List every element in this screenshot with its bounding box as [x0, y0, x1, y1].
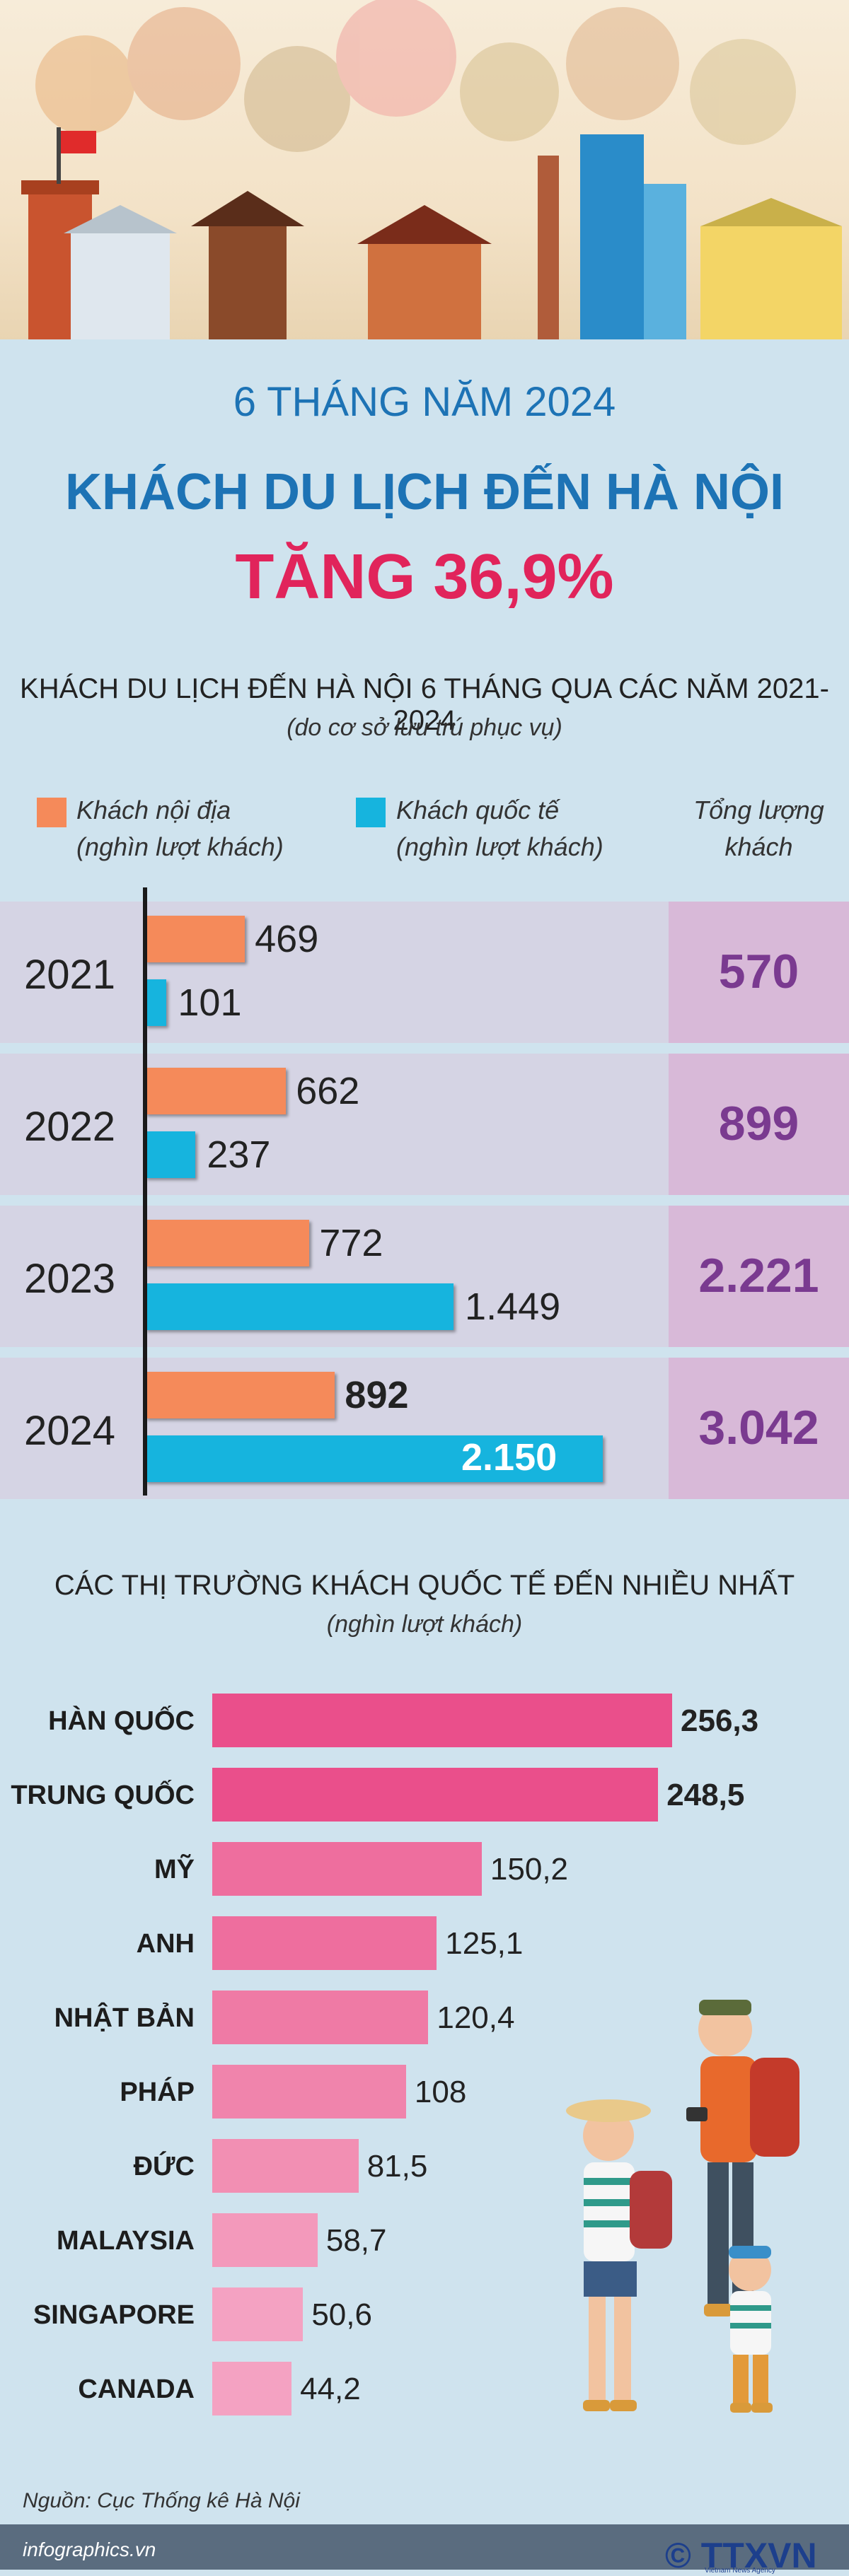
source-note: Nguồn: Cục Thống kê Hà Nội	[23, 2489, 300, 2512]
chart1-axis	[143, 887, 147, 1496]
ttxvn-logo-sub: Vietnam News Agency	[705, 2567, 775, 2575]
market-value-label: 120,4	[437, 2000, 515, 2035]
market-bar	[212, 1991, 429, 2044]
legend-domestic-label: Khách nội địa	[76, 795, 231, 824]
legend-domestic: Khách nội địa (nghìn lượt khách)	[76, 792, 284, 866]
chart1-subtitle: (do cơ sở lưu trú phục vụ)	[287, 714, 562, 741]
market-bar	[212, 1694, 672, 1747]
market-label: CANADA	[78, 2374, 195, 2404]
domestic-value-label: 469	[255, 918, 319, 960]
legend-domestic-swatch	[37, 798, 67, 827]
international-bar	[145, 979, 167, 1026]
market-value-label: 256,3	[681, 1703, 759, 1738]
market-value-label: 150,2	[490, 1852, 569, 1887]
international-value-label: 2.150	[461, 1436, 558, 1479]
year-label: 2024	[24, 1408, 116, 1454]
market-label: SINGAPORE	[33, 2300, 195, 2330]
total-value: 570	[718, 945, 799, 998]
hanoi-landmarks-illustration	[0, 0, 849, 354]
period-title: 6 THÁNG NĂM 2024	[233, 379, 616, 425]
tourist-family-illustration	[566, 2000, 799, 2413]
site-link[interactable]: infographics.vn	[23, 2539, 156, 2560]
market-bar	[212, 1842, 482, 1896]
market-value-label: 58,7	[325, 2223, 387, 2258]
market-label: MALAYSIA	[57, 2226, 195, 2256]
domestic-bar	[145, 916, 246, 962]
legend-total: Tổng lượng khách	[669, 792, 849, 866]
growth-headline: TĂNG 36,9%	[235, 542, 614, 612]
market-label: ANH	[136, 1929, 195, 1959]
chart2-title: CÁC THỊ TRƯỜNG KHÁCH QUỐC TẾ ĐẾN NHIỀU N…	[54, 1570, 795, 1601]
year-label: 2021	[24, 952, 116, 998]
market-bar	[212, 1768, 659, 1822]
headline: KHÁCH DU LỊCH ĐẾN HÀ NỘI	[65, 464, 784, 520]
legend-international-swatch	[356, 798, 386, 827]
market-label: HÀN QUỐC	[48, 1706, 195, 1736]
legend-total-line2: khách	[724, 832, 793, 861]
market-value-label: 44,2	[300, 2372, 361, 2406]
market-value-label: 125,1	[445, 1926, 524, 1961]
chart2-subtitle: (nghìn lượt khách)	[326, 1611, 523, 1638]
market-label: PHÁP	[120, 2077, 195, 2107]
total-cell-bg	[669, 902, 849, 1043]
market-label: TRUNG QUỐC	[11, 1781, 195, 1810]
market-value-label: 108	[414, 2075, 467, 2109]
header-illustration	[0, 0, 849, 354]
ttxvn-logo: © TTXVN	[665, 2536, 817, 2575]
market-bar	[212, 1916, 437, 1970]
market-bar	[212, 2362, 292, 2415]
market-value-label: 81,5	[366, 2149, 428, 2184]
footer-bar	[0, 2524, 849, 2570]
legend-international-label: Khách quốc tế	[396, 795, 560, 824]
total-cell-bg	[669, 1054, 849, 1195]
chart1-title: KHÁCH DU LỊCH ĐẾN HÀ NỘI 6 THÁNG QUA CÁC…	[20, 673, 829, 736]
domestic-value-label: 772	[319, 1222, 383, 1264]
year-label: 2023	[24, 1256, 116, 1302]
total-cell-bg	[669, 1206, 849, 1347]
total-value: 899	[718, 1097, 799, 1150]
legend-international: Khách quốc tế (nghìn lượt khách)	[396, 792, 603, 866]
market-bar	[212, 2065, 406, 2119]
market-bar	[212, 2139, 359, 2193]
market-label: ĐỨC	[133, 2152, 195, 2181]
total-value: 3.042	[698, 1401, 819, 1455]
international-value-label: 1.449	[465, 1286, 561, 1328]
market-value-label: 248,5	[666, 1778, 745, 1812]
market-label: NHẬT BẢN	[54, 2003, 195, 2033]
legend-total-line1: Tổng lượng	[693, 795, 824, 824]
domestic-bar	[145, 1220, 310, 1266]
domestic-value-label: 662	[296, 1070, 360, 1112]
market-value-label: 50,6	[311, 2297, 372, 2332]
total-value: 2.221	[698, 1249, 819, 1302]
legend-domestic-unit: (nghìn lượt khách)	[76, 832, 284, 861]
total-cell-bg	[669, 1358, 849, 1499]
international-bar	[145, 1283, 454, 1330]
market-bar	[212, 2287, 304, 2341]
legend-international-unit: (nghìn lượt khách)	[396, 832, 603, 861]
market-label: MỸ	[154, 1855, 195, 1884]
international-value-label: 237	[207, 1133, 271, 1176]
international-bar	[145, 1435, 603, 1482]
market-bar	[212, 2213, 318, 2267]
international-value-label: 101	[178, 981, 242, 1024]
domestic-bar	[145, 1068, 287, 1114]
international-bar	[145, 1131, 196, 1178]
domestic-bar	[145, 1372, 335, 1418]
domestic-value-label: 892	[345, 1374, 409, 1416]
year-label: 2022	[24, 1104, 116, 1150]
